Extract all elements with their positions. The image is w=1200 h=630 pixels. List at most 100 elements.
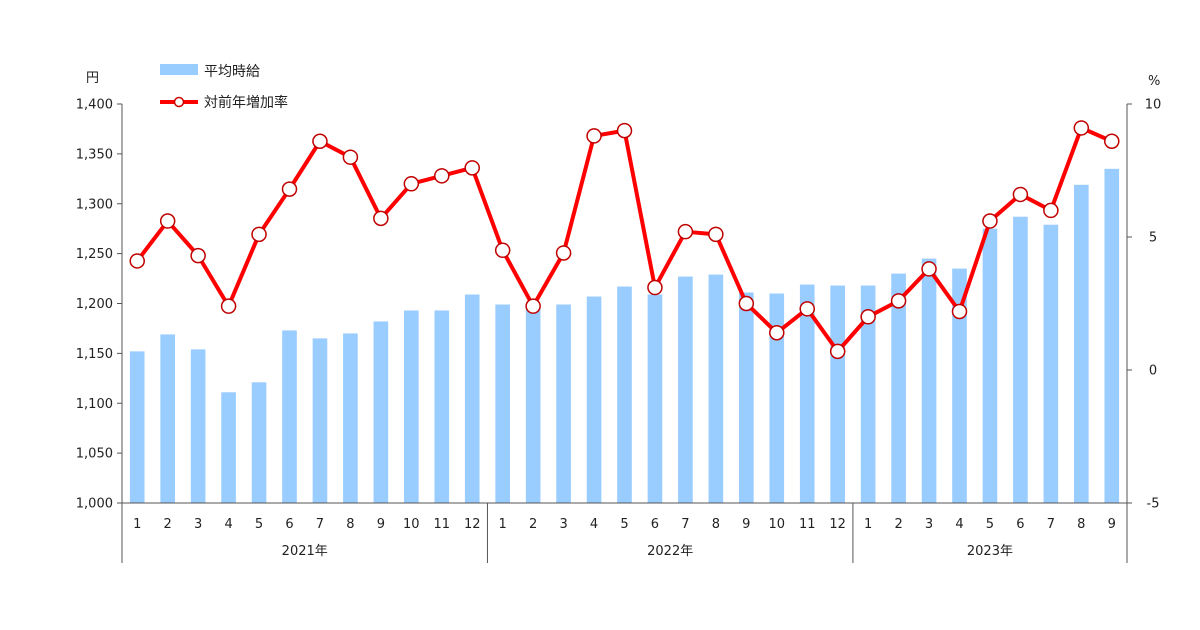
bar [312,338,328,503]
bar [860,285,876,503]
bar [495,304,510,503]
x-tick-label: 9 [1108,517,1116,532]
line-series [129,120,1120,360]
bar [373,321,389,503]
line-point [799,301,815,317]
line-point [677,223,694,240]
x-tick-label: 1 [133,517,141,532]
line-point [829,343,846,360]
bar [221,392,236,503]
x-tick-label: 12 [464,517,481,532]
line-point [220,298,237,314]
x-tick-label: 3 [925,517,933,532]
bar [891,273,906,503]
x-tick-label: 4 [955,517,963,532]
right-tick-label: 5 [1149,231,1157,246]
line-point [159,213,176,229]
x-tick-label: 5 [986,517,994,532]
line-point [129,253,145,269]
line-point [708,226,724,243]
line-point [434,168,450,184]
line-point [586,128,602,144]
line-point [312,133,328,149]
bar [525,305,541,503]
bar [617,286,632,503]
x-tick-label: 12 [829,517,846,532]
bar [1043,224,1059,503]
bar [129,351,145,503]
line-point [616,122,633,139]
x-tick-label: 3 [559,517,567,532]
left-tick-label: 1,050 [76,447,113,462]
line-point [281,181,298,197]
x-tick-label: 9 [377,517,385,532]
x-tick-label: 5 [255,517,263,532]
bar [464,294,480,503]
left-tick-label: 1,250 [76,247,113,262]
line-point [373,210,389,227]
right-tick-label: 0 [1149,364,1157,379]
line-point [1073,120,1090,136]
right-tick-label: -5 [1147,497,1160,512]
line-point [769,325,785,341]
line-point [860,309,876,325]
x-tick-label: 6 [285,517,293,532]
bar [1104,168,1120,503]
x-tick-label: 10 [768,517,785,532]
x-tick-label: 8 [346,517,354,532]
right-tick-label: 10 [1145,98,1162,113]
left-tick-label: 1,150 [76,347,113,362]
bar [1013,216,1028,503]
bar [190,349,206,503]
line-point [1043,202,1059,219]
left-tick-label: 1,300 [76,197,113,212]
x-tick-label: 5 [620,517,628,532]
line-point [251,226,267,243]
bar [556,304,571,503]
line-point [525,298,541,314]
line-point [403,176,420,192]
left-tick-label: 1,100 [76,397,113,412]
left-tick-label: 1,200 [76,297,113,312]
line-point [951,303,968,320]
left-tick-label: 1,350 [76,147,113,162]
x-tick-label: 4 [590,517,598,532]
year-label: 2023年 [967,544,1013,559]
x-tick-label: 7 [1047,517,1055,532]
bar [921,258,937,503]
x-tick-label: 6 [651,517,659,532]
x-tick-label: 9 [742,517,750,532]
legend: 平均時給 対前年増加率 [160,64,288,111]
line-point [890,293,907,309]
x-tick-label: 4 [224,517,232,532]
right-axis-unit: % [1148,74,1160,89]
x-tick-label: 8 [1077,517,1085,532]
bar [160,334,175,503]
year-label: 2022年 [647,544,693,559]
line-point [464,160,480,176]
line-point [738,295,755,312]
bar [769,293,785,503]
legend-label-line: 対前年増加率 [204,94,288,111]
bar [251,382,267,503]
line-point [342,149,359,165]
bar [434,310,450,503]
x-tick-label: 2 [529,517,537,532]
x-tick-label: 7 [681,517,689,532]
line-point [982,213,998,229]
x-tick-label: 1 [499,517,507,532]
line-point [555,245,572,261]
x-tick-label: 3 [194,517,202,532]
line-point [190,247,206,264]
x-tick-label: 11 [433,517,450,532]
axes: 1,000 1,050 1,100 1,150 1,200 1,250 1,300 1,350… [76,98,1162,563]
left-tick-label: 1,000 [76,497,113,512]
line-point [921,261,937,277]
x-tick-label: 10 [403,517,420,532]
line-point [1104,133,1120,149]
bar [678,276,693,503]
bar [282,330,297,503]
legend-swatch-bar [160,64,198,75]
x-tick-label: 2 [894,517,902,532]
